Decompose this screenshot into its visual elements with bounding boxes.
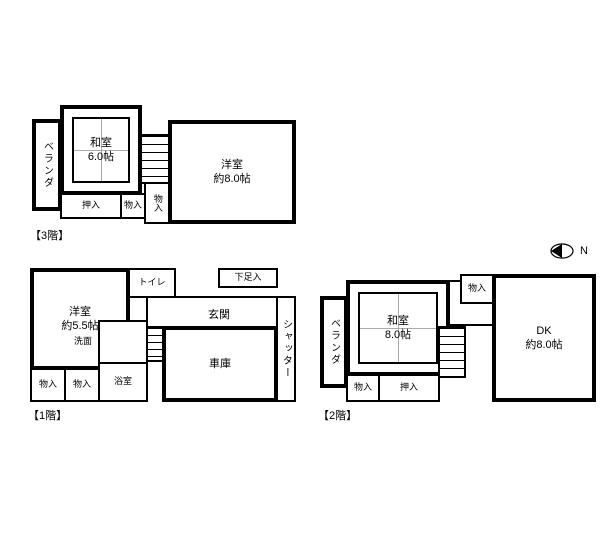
f2-veranda: ベランダ <box>320 296 348 388</box>
f3-stair <box>140 134 170 184</box>
f3-tatami <box>72 117 130 183</box>
f1-mono2-label: 物入 <box>73 379 91 391</box>
tag-1f: 【1階】 <box>28 407 67 423</box>
f1-stair <box>146 326 164 362</box>
f1-getabako-label: 下足入 <box>234 272 261 284</box>
f3-oshiire-label: 押入 <box>82 200 100 212</box>
f1-toilet-label: トイレ <box>138 277 165 289</box>
f3-oshiire: 押入 <box>60 193 122 219</box>
compass: N <box>548 242 588 260</box>
f2-mono2: 物入 <box>460 274 494 304</box>
f2-tatami <box>358 292 438 364</box>
f3-mono2-label: 物入 <box>151 194 163 212</box>
f1-mono2: 物入 <box>64 368 100 402</box>
floorplan-canvas: ベランダ 和室 6.0帖 洋室 約8.0帖 押入 物入 物入 【3階】 洋室 <box>0 0 609 536</box>
f2-dk-name: DK <box>536 324 551 338</box>
f1-shutter-label: シャッター <box>279 319 294 379</box>
f1-yokushitsu: 浴室 <box>98 362 148 402</box>
f1-getabako: 下足入 <box>218 268 278 288</box>
f2-mono2-label: 物入 <box>468 283 486 295</box>
f1-shako-label: 車庫 <box>209 357 231 371</box>
f1-youshitsu-size: 約5.5帖 <box>61 319 98 333</box>
tag-2f: 【2階】 <box>318 407 357 423</box>
f1-youshitsu-name: 洋室 <box>69 305 91 319</box>
f3-veranda-label: ベランダ <box>40 141 55 189</box>
f2-mono1: 物入 <box>346 374 380 402</box>
f2-stair <box>438 326 466 378</box>
f1-shako: 車庫 <box>162 326 278 402</box>
f2-oshiire: 押入 <box>378 374 440 402</box>
f2-dk: DK 約8.0帖 <box>492 274 596 402</box>
f1-mono1-label: 物入 <box>39 379 57 391</box>
f1-genkan-label: 玄関 <box>208 306 230 322</box>
f1-yokushitsu-label: 浴室 <box>114 376 132 388</box>
f3-veranda: ベランダ <box>32 119 62 211</box>
f2-dk-size: 約8.0帖 <box>525 338 562 352</box>
tag-3f: 【3階】 <box>30 227 69 243</box>
compass-icon <box>548 242 576 260</box>
f2-veranda-label: ベランダ <box>327 318 342 366</box>
f3-youshitsu-size: 約8.0帖 <box>213 172 250 186</box>
f2-mono1-label: 物入 <box>354 382 372 394</box>
f2-washitsu: 和室 8.0帖 <box>346 280 450 376</box>
f3-mono1: 物入 <box>120 193 146 219</box>
f3-mono1-label: 物入 <box>124 200 142 212</box>
f1-shutter: シャッター <box>276 296 296 402</box>
f3-youshitsu: 洋室 約8.0帖 <box>168 120 296 224</box>
f2-oshiire-label: 押入 <box>400 382 418 394</box>
f3-washitsu: 和室 6.0帖 <box>60 105 142 195</box>
f1-mono1: 物入 <box>30 368 66 402</box>
f3-youshitsu-name: 洋室 <box>221 158 243 172</box>
f3-mono2: 物入 <box>144 182 170 224</box>
compass-letter: N <box>580 245 588 257</box>
f1-senmen-area: 洗面 <box>98 320 148 364</box>
f1-toilet: トイレ <box>128 268 176 298</box>
